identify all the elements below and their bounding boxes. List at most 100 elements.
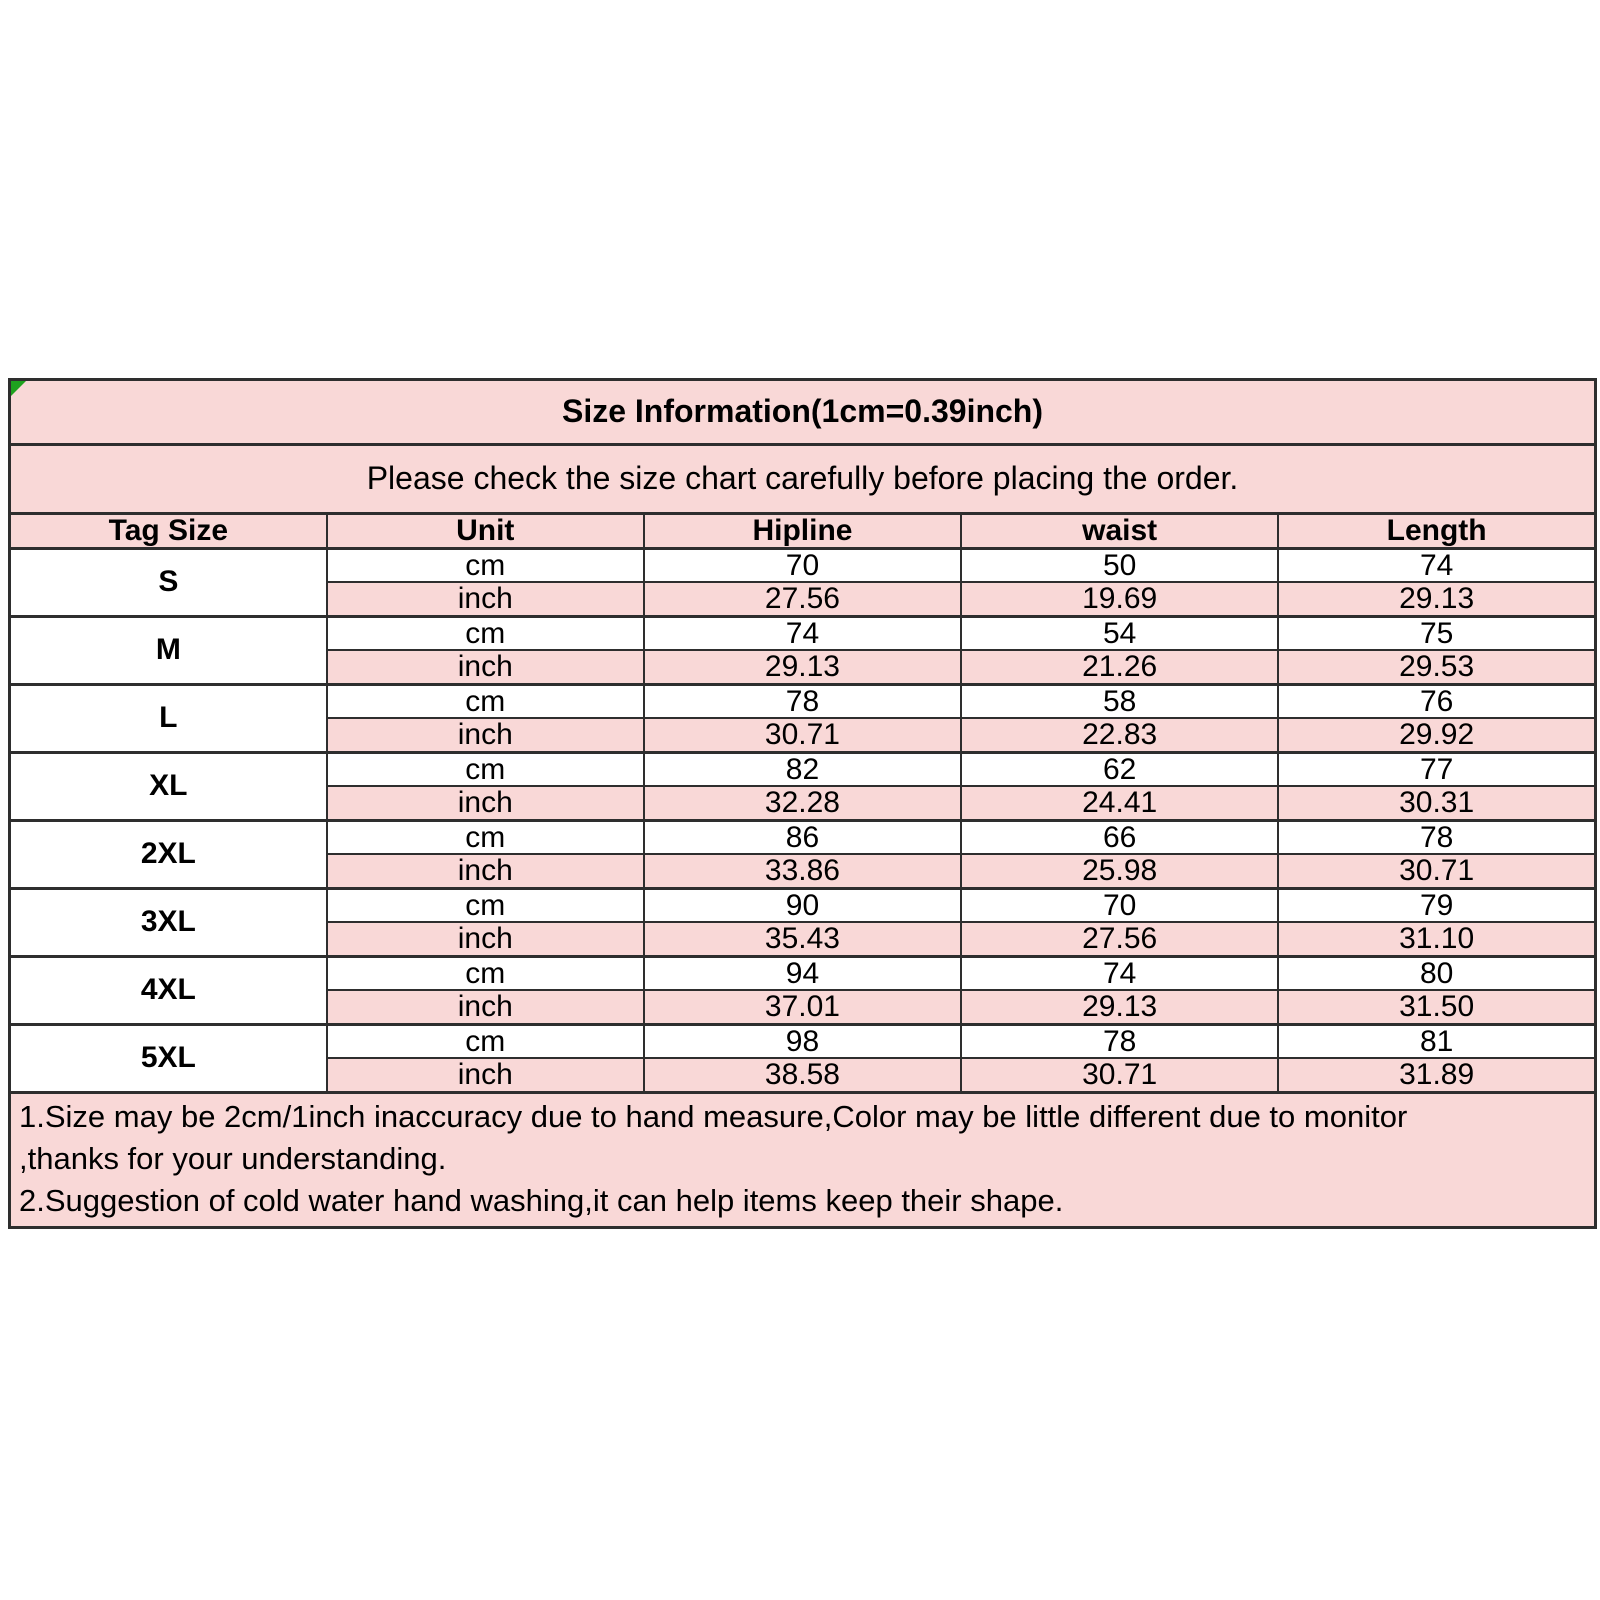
table-row: inch 27.56 19.69 29.13 — [10, 581, 1597, 617]
table-row: XL cm 82 62 77 — [8, 750, 1597, 821]
size-tag: 3XL — [8, 886, 328, 957]
unit-label: inch — [325, 853, 645, 889]
unit-label: cm — [325, 750, 645, 787]
value-cell: 74 — [1277, 546, 1597, 583]
table-row: 3XL cm 90 70 79 — [8, 886, 1597, 957]
unit-label: cm — [325, 682, 645, 719]
table-row: L cm 78 58 76 — [8, 682, 1597, 753]
column-header-hipline: Hipline — [642, 512, 963, 550]
size-tag: S — [8, 546, 328, 617]
size-tag: L — [8, 682, 328, 753]
value-cell: 94 — [642, 954, 963, 991]
value-cell: 22.83 — [960, 717, 1280, 753]
value-cell: 30.71 — [1277, 853, 1597, 889]
unit-label: inch — [325, 989, 645, 1025]
value-cell: 37.01 — [642, 989, 963, 1025]
value-cell: 33.86 — [642, 853, 963, 889]
value-cell: 29.13 — [642, 649, 963, 685]
value-cell: 78 — [960, 1022, 1280, 1059]
table-row: inch 33.86 25.98 30.71 — [10, 853, 1597, 889]
value-cell: 86 — [642, 818, 963, 855]
value-cell: 74 — [642, 614, 963, 651]
value-cell: 29.13 — [960, 989, 1280, 1025]
table-row: 5XL cm 98 78 81 — [8, 1022, 1597, 1093]
size-tag: 2XL — [8, 818, 328, 889]
unit-label: inch — [325, 1057, 645, 1093]
value-cell: 19.69 — [960, 581, 1280, 617]
header-row: Tag Size Unit Hipline waist Length — [8, 512, 1597, 550]
unit-label: cm — [325, 954, 645, 991]
table-subtitle: Please check the size chart carefully be… — [8, 443, 1597, 515]
value-cell: 31.89 — [1277, 1057, 1597, 1093]
table-row: 2XL cm 86 66 78 — [8, 818, 1597, 889]
unit-label: cm — [325, 1022, 645, 1059]
value-cell: 50 — [960, 546, 1280, 583]
value-cell: 75 — [1277, 614, 1597, 651]
column-header-tag-size: Tag Size — [8, 512, 328, 550]
value-cell: 76 — [1277, 682, 1597, 719]
value-cell: 35.43 — [642, 921, 963, 957]
value-cell: 66 — [960, 818, 1280, 855]
value-cell: 24.41 — [960, 785, 1280, 821]
value-cell: 29.13 — [1277, 581, 1597, 617]
unit-label: cm — [325, 614, 645, 651]
value-cell: 21.26 — [960, 649, 1280, 685]
unit-label: cm — [325, 818, 645, 855]
green-corner-marker-icon — [11, 381, 26, 396]
value-cell: 82 — [642, 750, 963, 787]
table-row: inch 32.28 24.41 30.31 — [10, 785, 1597, 821]
value-cell: 32.28 — [642, 785, 963, 821]
unit-label: inch — [325, 649, 645, 685]
value-cell: 78 — [642, 682, 963, 719]
column-header-length: Length — [1277, 512, 1597, 550]
table-row: inch 35.43 27.56 31.10 — [10, 921, 1597, 957]
value-cell: 29.53 — [1277, 649, 1597, 685]
size-tag: 5XL — [8, 1022, 328, 1093]
table-row: inch 29.13 21.26 29.53 — [10, 649, 1597, 685]
value-cell: 25.98 — [960, 853, 1280, 889]
value-cell: 62 — [960, 750, 1280, 787]
value-cell: 38.58 — [642, 1057, 963, 1093]
table-title: Size Information(1cm=0.39inch) — [8, 378, 1597, 446]
column-header-waist: waist — [960, 512, 1280, 550]
value-cell: 70 — [642, 546, 963, 583]
value-cell: 30.71 — [642, 717, 963, 753]
table-row: inch 38.58 30.71 31.89 — [10, 1057, 1597, 1093]
value-cell: 79 — [1277, 886, 1597, 923]
size-chart-panel: Size Information(1cm=0.39inch) Please ch… — [8, 378, 1597, 1229]
unit-label: cm — [325, 546, 645, 583]
unit-label: cm — [325, 886, 645, 923]
value-cell: 27.56 — [642, 581, 963, 617]
unit-label: inch — [325, 785, 645, 821]
table-row: inch 30.71 22.83 29.92 — [10, 717, 1597, 753]
table-row: S cm 70 50 74 — [8, 546, 1597, 617]
value-cell: 78 — [1277, 818, 1597, 855]
value-cell: 80 — [1277, 954, 1597, 991]
size-chart-table: Size Information(1cm=0.39inch) Please ch… — [8, 378, 1597, 1094]
note-line: 2.Suggestion of cold water hand washing,… — [19, 1182, 1064, 1218]
value-cell: 98 — [642, 1022, 963, 1059]
size-tag: XL — [8, 750, 328, 821]
value-cell: 31.50 — [1277, 989, 1597, 1025]
value-cell: 90 — [642, 886, 963, 923]
unit-label: inch — [325, 581, 645, 617]
value-cell: 58 — [960, 682, 1280, 719]
value-cell: 74 — [960, 954, 1280, 991]
value-cell: 54 — [960, 614, 1280, 651]
size-tag: 4XL — [8, 954, 328, 1025]
note-line: 1.Size may be 2cm/1inch inaccuracy due t… — [19, 1098, 1408, 1134]
note-line: ,thanks for your understanding. — [19, 1140, 447, 1176]
notes-section: 1.Size may be 2cm/1inch inaccuracy due t… — [8, 1093, 1597, 1229]
value-cell: 70 — [960, 886, 1280, 923]
table-row: 4XL cm 94 74 80 — [8, 954, 1597, 1025]
table-row: M cm 74 54 75 — [8, 614, 1597, 685]
value-cell: 27.56 — [960, 921, 1280, 957]
value-cell: 81 — [1277, 1022, 1597, 1059]
column-header-unit: Unit — [325, 512, 645, 550]
size-tag: M — [8, 614, 328, 685]
unit-label: inch — [325, 921, 645, 957]
table-row: inch 37.01 29.13 31.50 — [10, 989, 1597, 1025]
value-cell: 30.71 — [960, 1057, 1280, 1093]
unit-label: inch — [325, 717, 645, 753]
value-cell: 29.92 — [1277, 717, 1597, 753]
